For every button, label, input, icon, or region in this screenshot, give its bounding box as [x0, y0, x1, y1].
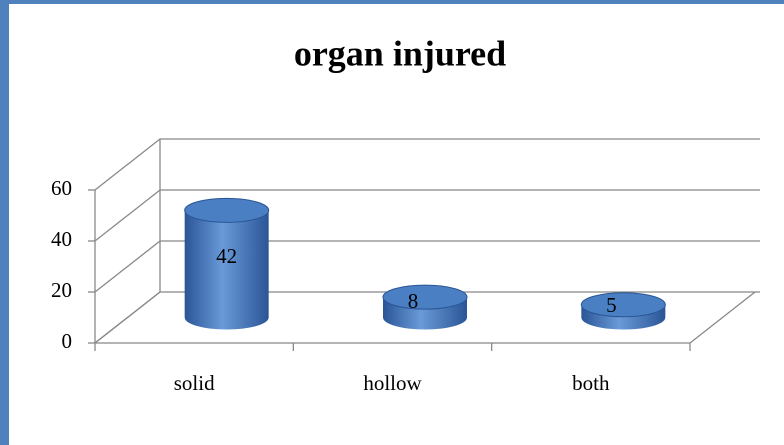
bar-top [184, 197, 270, 223]
data-label: 8 [408, 289, 419, 313]
data-label: 5 [606, 293, 617, 317]
bar [382, 284, 468, 330]
bar-top [382, 284, 468, 310]
bar [184, 197, 270, 330]
bar-top [580, 292, 666, 318]
y-tick-label: 0 [62, 329, 73, 353]
y-tick-label: 20 [51, 278, 72, 302]
bar-body [184, 210, 269, 330]
data-label: 42 [216, 244, 237, 268]
chart-title: organ injured [294, 33, 506, 73]
x-tick-label: hollow [363, 371, 422, 395]
y-tick-label: 40 [51, 227, 72, 251]
plot-area: 0 20 40 60 solid 42 hollow 8 both 5 [51, 138, 760, 395]
x-tick-label: both [572, 371, 610, 395]
grid-line [94, 240, 760, 293]
x-tick-label: solid [174, 371, 215, 395]
grid-line [94, 291, 760, 344]
grid-line [94, 189, 760, 242]
frame-edge [0, 0, 9, 445]
bar [580, 292, 666, 330]
y-tick-label: 60 [51, 176, 72, 200]
grid-line [94, 138, 760, 191]
